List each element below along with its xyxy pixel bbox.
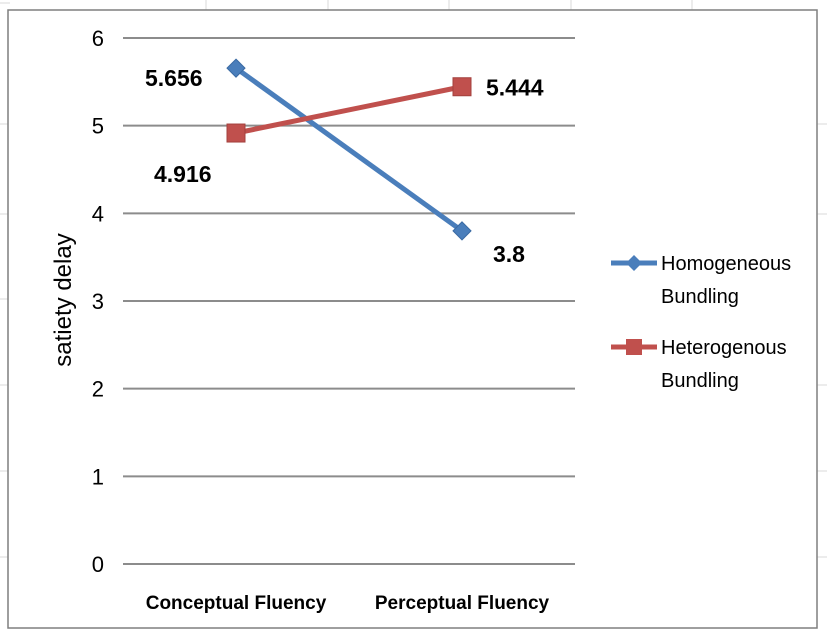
legend-marker-diamond	[626, 255, 642, 271]
x-axis-tick-labels: Conceptual Fluency Perceptual Fluency	[146, 593, 550, 614]
y-tick-label: 6	[92, 26, 104, 51]
data-point-square	[452, 77, 472, 97]
y-axis-tick-labels: 0 1 2 3 4 5 6	[92, 26, 104, 577]
series-0	[226, 58, 472, 241]
data-label: 5.444	[486, 75, 544, 101]
data-point-diamond	[226, 58, 246, 78]
x-tick-label: Perceptual Fluency	[375, 593, 550, 614]
y-tick-label: 2	[92, 377, 104, 402]
legend-item-1: Heterogenous Bundling	[611, 337, 787, 392]
y-tick-label: 1	[92, 464, 104, 489]
legend-item-0: Homogeneous Bundling	[611, 253, 791, 308]
data-value-labels: 5.656 3.8 4.916 5.444	[145, 65, 544, 267]
y-axis-title: satiety delay	[50, 233, 77, 366]
data-point-diamond	[452, 221, 472, 241]
legend-label: Homogeneous	[661, 253, 791, 275]
legend-marker-square	[626, 339, 642, 355]
data-series	[226, 58, 472, 241]
series-line	[234, 66, 464, 233]
horizontal-gridlines	[123, 37, 575, 565]
series-1	[226, 77, 472, 143]
spreadsheet-grid-background	[0, 0, 827, 558]
legend-label: Heterogenous	[661, 337, 787, 359]
y-tick-label: 4	[92, 201, 104, 226]
x-tick-label: Conceptual Fluency	[146, 593, 327, 614]
data-label: 3.8	[493, 241, 525, 267]
y-tick-label: 3	[92, 289, 104, 314]
legend: Homogeneous Bundling Heterogenous Bundling	[611, 253, 791, 392]
data-label: 4.916	[154, 161, 212, 187]
legend-label: Bundling	[661, 286, 739, 308]
chart-area-frame	[7, 9, 818, 629]
legend-label: Bundling	[661, 370, 739, 392]
data-label: 5.656	[145, 65, 203, 91]
data-point-square	[226, 123, 246, 143]
series-line	[235, 84, 463, 136]
y-tick-label: 0	[92, 552, 104, 577]
y-tick-label: 5	[92, 114, 104, 139]
